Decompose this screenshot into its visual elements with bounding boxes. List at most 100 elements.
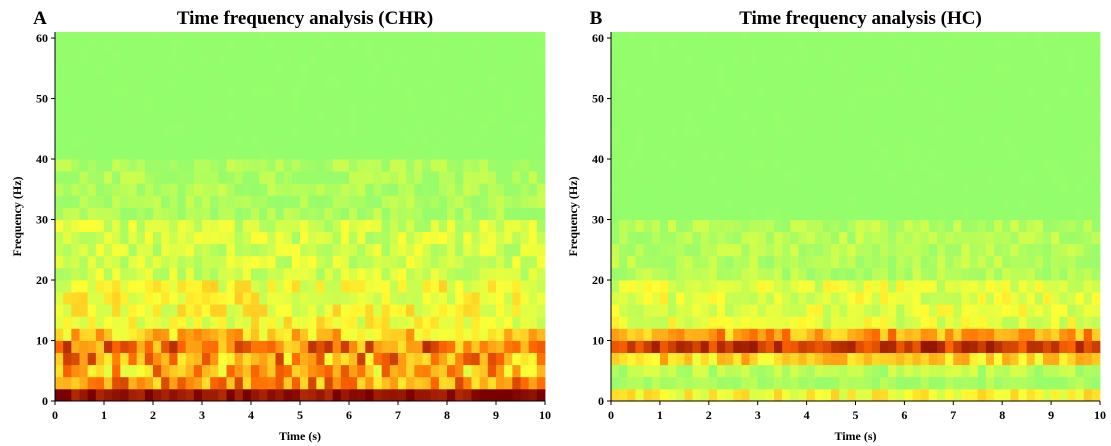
heatmap-cell [487, 171, 497, 184]
heatmap-cell [291, 340, 301, 354]
heatmap-cell [1059, 98, 1068, 112]
heatmap-cell [234, 86, 244, 99]
heatmap-cell [692, 267, 702, 281]
heatmap-cell [63, 74, 72, 87]
heatmap-cell [1010, 98, 1019, 112]
heatmap-cell [381, 280, 391, 293]
heatmap-cell [635, 134, 644, 148]
heatmap-cell [716, 98, 726, 112]
heatmap-cell [202, 328, 211, 341]
heatmap-cell [234, 364, 244, 378]
heatmap-cell [365, 364, 374, 378]
heatmap-cell [928, 267, 938, 281]
heatmap-cell [226, 304, 236, 317]
heatmap-cell [863, 110, 873, 124]
heatmap-cell [937, 267, 946, 281]
heatmap-cell [814, 122, 824, 136]
heatmap-cell [1034, 340, 1044, 354]
heatmap-cell [340, 328, 350, 341]
heatmap-cell [814, 195, 824, 208]
heatmap-cell [961, 255, 970, 269]
heatmap-cell [814, 146, 824, 160]
heatmap-cell [447, 316, 456, 329]
heatmap-cell [643, 328, 653, 341]
heatmap-cell [725, 280, 734, 293]
heatmap-cell [961, 134, 970, 148]
heatmap-cell [63, 146, 72, 160]
heatmap-cell [1034, 134, 1044, 148]
heatmap-cell [414, 280, 423, 293]
heatmap-cell [71, 110, 80, 124]
heatmap-cell [945, 304, 954, 317]
heatmap-cell [635, 280, 644, 293]
heatmap-cell [1026, 62, 1036, 75]
heatmap-cell [267, 134, 276, 148]
heatmap-cell [455, 86, 464, 99]
heatmap-cell [242, 304, 252, 317]
heatmap-cell [716, 364, 726, 378]
heatmap-cell [619, 304, 628, 317]
heatmap-cell [300, 328, 309, 341]
heatmap-cell [1010, 207, 1019, 220]
heatmap-cell [128, 32, 138, 39]
heatmap-cell [430, 195, 440, 208]
heatmap-cell [920, 86, 930, 99]
heatmap-cell [985, 146, 995, 160]
heatmap-cell [741, 110, 750, 124]
heatmap-cell [969, 32, 979, 39]
heatmap-cell [504, 219, 513, 233]
heatmap-cell [725, 38, 734, 51]
heatmap-cell [242, 316, 252, 329]
heatmap-cell [128, 280, 138, 293]
heatmap-cell [741, 74, 750, 87]
x-tick-label: 0 [608, 408, 614, 422]
heatmap-cell [765, 231, 775, 245]
heatmap-cell [357, 388, 366, 402]
heatmap-cell [676, 38, 685, 51]
heatmap-cell [349, 340, 358, 354]
heatmap-cell [1051, 243, 1060, 257]
heatmap-cell [1091, 207, 1101, 220]
heatmap-cell [316, 340, 325, 354]
heatmap-cell [725, 364, 734, 378]
heatmap-cell [308, 292, 317, 305]
heatmap-cell [774, 38, 783, 51]
heatmap-cell [1083, 195, 1093, 208]
heatmap-cell [259, 134, 268, 148]
heatmap-cell [389, 32, 399, 39]
heatmap-cell [210, 122, 219, 136]
heatmap-cell [79, 207, 89, 220]
heatmap-cell [912, 171, 922, 184]
x-tick-label: 10 [1094, 408, 1106, 422]
heatmap-cell [945, 50, 954, 63]
heatmap-cell [479, 159, 489, 172]
heatmap-cell [398, 231, 407, 245]
heatmap-cell [463, 328, 472, 341]
heatmap-cell [120, 195, 129, 208]
heatmap-cell [471, 32, 481, 39]
heatmap-cell [668, 159, 677, 172]
heatmap-cell [692, 231, 702, 245]
heatmap-cell [430, 292, 440, 305]
heatmap-cell [87, 243, 97, 257]
heatmap-cell [340, 195, 350, 208]
heatmap-cell [855, 255, 865, 269]
heatmap-cell [136, 243, 146, 257]
heatmap-cell [1026, 243, 1036, 257]
heatmap-cell [659, 364, 669, 378]
heatmap-cell [169, 388, 178, 402]
heatmap-cell [275, 171, 285, 184]
heatmap-cell [226, 195, 236, 208]
heatmap-cell [251, 376, 260, 390]
heatmap-cell [528, 280, 538, 293]
heatmap-cell [218, 304, 227, 317]
heatmap-cell [55, 110, 64, 124]
heatmap-cell [438, 183, 448, 196]
heatmap-cell [1083, 340, 1093, 354]
heatmap-cell [316, 316, 325, 329]
heatmap-cell [422, 195, 432, 208]
heatmap-cell [95, 183, 105, 196]
heatmap-cell [95, 364, 105, 378]
heatmap-cell [120, 304, 129, 317]
heatmap-cell [611, 146, 620, 160]
